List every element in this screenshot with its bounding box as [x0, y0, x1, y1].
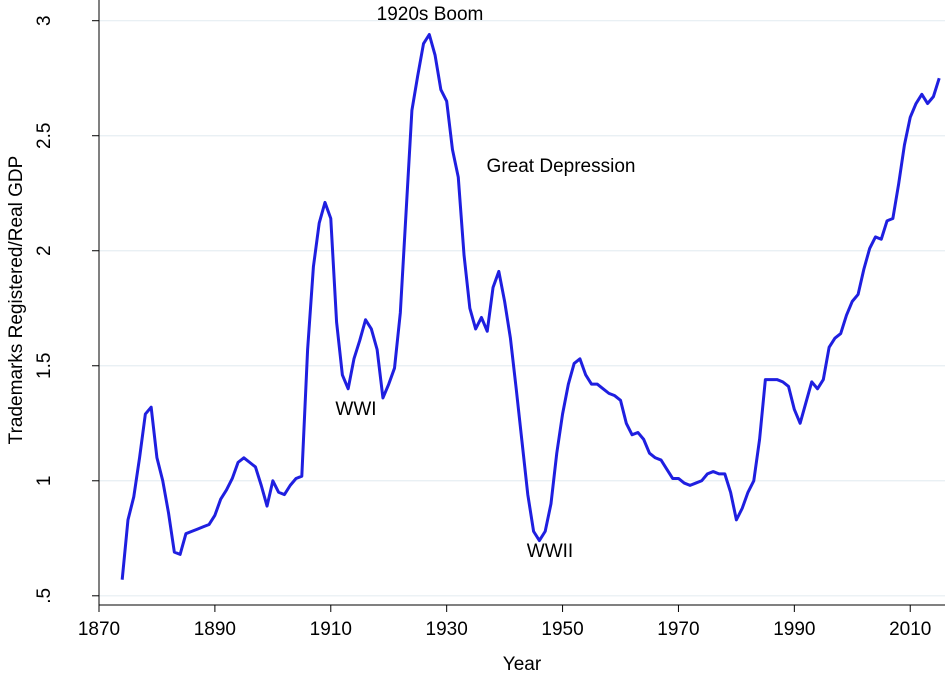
y-tick-label: 1: [34, 475, 55, 486]
y-tick-label: 1.5: [34, 353, 55, 379]
line: [120, 33, 941, 580]
y-axis-title: Trademarks Registered/Real GDP: [6, 156, 27, 445]
y-tick-label: 2: [34, 245, 55, 256]
x-tick-label: 1890: [194, 619, 236, 640]
x-tick-label: 1950: [541, 619, 583, 640]
y-tick-label: 2.5: [34, 123, 55, 149]
annotation: WWI: [335, 399, 376, 420]
x-tick-label: 2010: [889, 619, 931, 640]
x-tick-label: 1930: [426, 619, 468, 640]
annotation: 1920s Boom: [377, 4, 484, 25]
x-tick-label: 1990: [773, 619, 815, 640]
y-tick-label: .5: [34, 588, 55, 604]
x-tick-label: 1910: [310, 619, 352, 640]
x-tick-label: 1870: [78, 619, 120, 640]
y-tick-label: 3: [34, 15, 55, 26]
x-tick-label: 1970: [657, 619, 699, 640]
annotation: Great Depression: [487, 156, 636, 177]
annotation: WWII: [527, 541, 573, 562]
x-axis-title: Year: [503, 654, 542, 675]
